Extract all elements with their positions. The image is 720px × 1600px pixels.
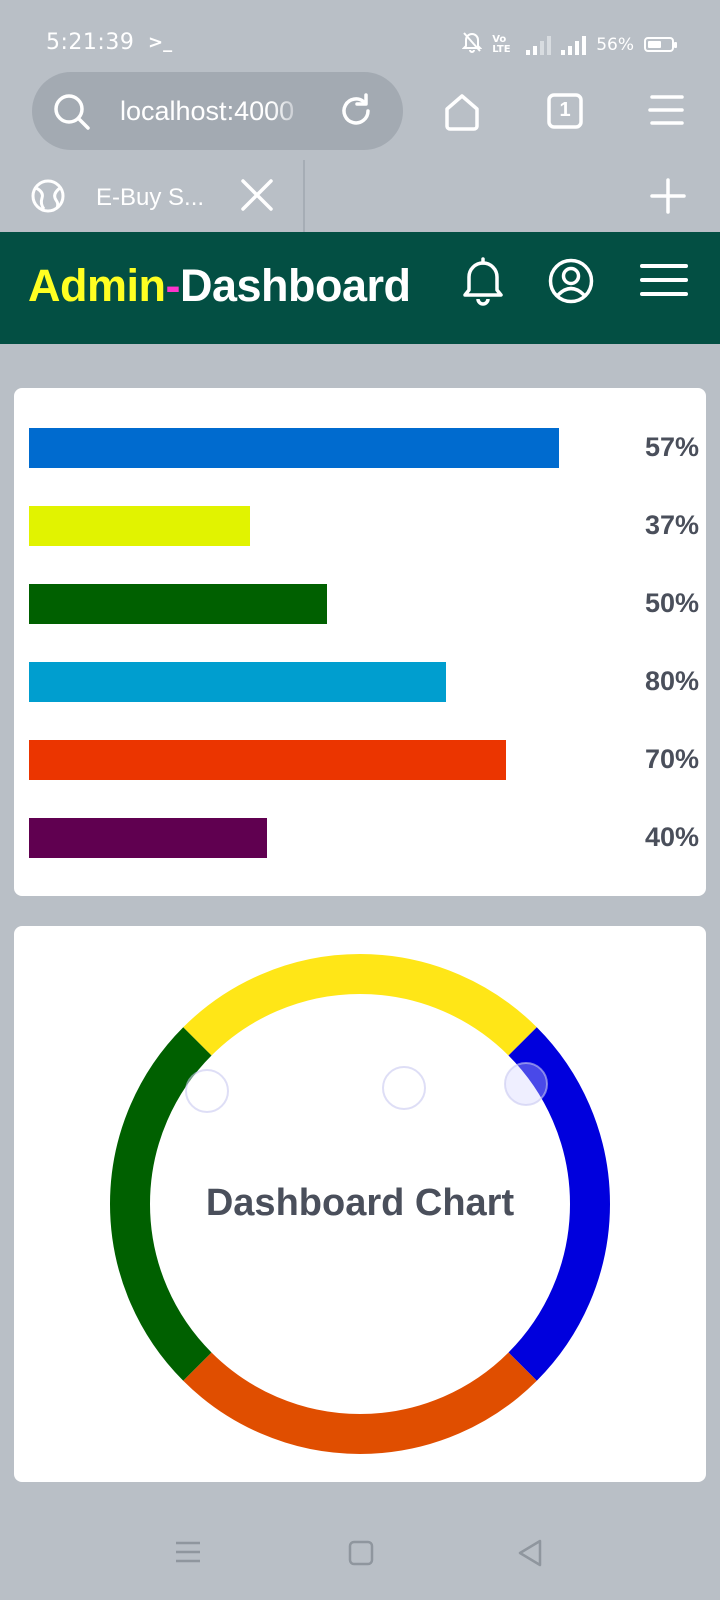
brand-admin: Admin: [28, 260, 166, 311]
progress-bar-label: 50%: [644, 588, 699, 618]
tab-strip: E-Buy S...: [0, 160, 720, 232]
tab-divider: [303, 160, 305, 232]
chart-segment: [183, 1352, 537, 1454]
chart-card: Dashboard Chart: [14, 926, 706, 1482]
progress-card: 57% 37% 50% 80% 70% 40%: [14, 388, 706, 896]
tab-title[interactable]: E-Buy S...: [96, 184, 205, 211]
dashboard-donut-chart: [110, 954, 610, 1454]
status-indicators: Vo LTE 56%: [461, 31, 677, 58]
progress-bar-fill: [29, 740, 506, 780]
progress-row: 50%: [29, 584, 699, 624]
status-time: 5:21:39: [46, 30, 135, 55]
progress-bar-fill: [29, 428, 559, 468]
back-nav-icon[interactable]: [516, 1538, 544, 1573]
decorative-bubble: [504, 1062, 548, 1106]
progress-bar-label: 37%: [644, 510, 699, 540]
progress-bar-label: 80%: [644, 666, 699, 696]
new-tab-icon[interactable]: [650, 178, 686, 219]
terminal-icon: >_: [148, 32, 173, 53]
progress-bar-fill: [29, 584, 327, 624]
address-bar[interactable]: localhost:4000: [32, 72, 403, 150]
progress-bar-label: 57%: [644, 432, 699, 462]
brand-title: Admin-Dashboard: [28, 260, 411, 312]
signal-icon: [561, 35, 587, 55]
bell-icon[interactable]: [461, 256, 505, 311]
recent-apps-icon[interactable]: [175, 1540, 201, 1569]
close-tab-icon[interactable]: [240, 178, 274, 217]
globe-icon: [30, 178, 66, 219]
menu-icon[interactable]: [648, 92, 684, 133]
mute-bell-icon: [461, 31, 483, 58]
brand-separator: -: [165, 260, 181, 311]
home-icon[interactable]: [442, 92, 482, 137]
home-nav-icon[interactable]: [348, 1540, 374, 1571]
tab-count: 1: [559, 99, 571, 121]
brand-dashboard: Dashboard: [180, 260, 411, 311]
signal-weak-icon: [526, 35, 552, 55]
search-icon: [52, 92, 92, 137]
progress-bar-fill: [29, 818, 267, 858]
chart-segment: [183, 954, 537, 1056]
progress-bar-label: 70%: [644, 744, 699, 774]
status-bar: 5:21:39 >_ Vo LTE 56%: [0, 0, 720, 70]
decorative-bubble: [382, 1066, 426, 1110]
progress-row: 57%: [29, 428, 699, 468]
hamburger-menu-icon[interactable]: [640, 262, 688, 303]
app-header: Admin-Dashboard: [0, 232, 720, 344]
progress-row: 40%: [29, 818, 699, 858]
progress-row: 80%: [29, 662, 699, 702]
decorative-bubble: [185, 1069, 229, 1113]
progress-row: 37%: [29, 506, 699, 546]
volte-icon: Vo LTE: [492, 33, 511, 55]
url-text[interactable]: localhost:4000: [120, 96, 295, 126]
reload-icon[interactable]: [337, 92, 375, 135]
progress-bar-fill: [29, 662, 446, 702]
system-nav-bar: [0, 1500, 720, 1600]
battery-icon: [644, 37, 677, 52]
progress-bar-label: 40%: [644, 822, 699, 852]
progress-bar-fill: [29, 506, 250, 546]
tab-count-button[interactable]: 1: [546, 92, 584, 135]
chart-title: Dashboard Chart: [205, 1182, 515, 1224]
progress-row: 70%: [29, 740, 699, 780]
user-profile-icon[interactable]: [548, 258, 594, 309]
battery-percent: 56%: [596, 34, 634, 55]
chart-segment: [508, 1027, 610, 1381]
chart-segment: [110, 1027, 212, 1381]
